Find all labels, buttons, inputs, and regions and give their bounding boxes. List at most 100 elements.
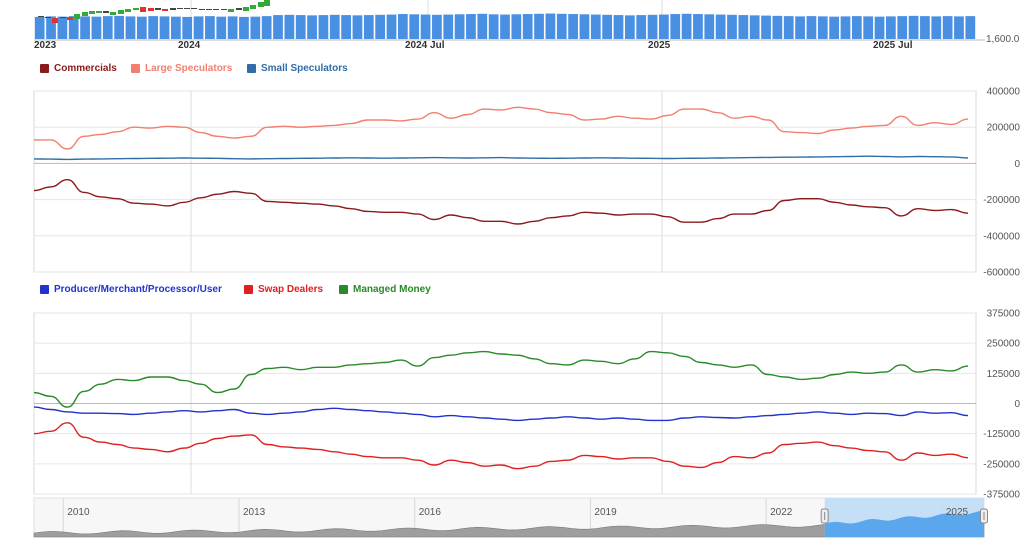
volume-bar — [182, 16, 193, 39]
navigator-label: 2013 — [243, 507, 266, 518]
volume-bar — [307, 15, 317, 39]
volume-bar — [749, 15, 760, 39]
commercials-label: Commercials — [54, 63, 117, 74]
legend-swap-dealers[interactable]: Swap Dealers — [244, 284, 323, 295]
small-speculators-label: Small Speculators — [261, 63, 348, 74]
volume-bar — [193, 16, 204, 39]
volume-bar — [466, 14, 476, 39]
candle — [264, 0, 270, 6]
volume-bar — [738, 15, 749, 39]
volume-bar — [545, 13, 556, 39]
candle — [140, 7, 146, 12]
volume-panel — [34, 0, 985, 41]
candle — [60, 17, 66, 18]
managed-money-swatch — [339, 285, 348, 294]
volume-bar — [420, 14, 431, 39]
volume-bar — [693, 14, 703, 39]
volume-bar — [125, 16, 136, 39]
volume-bar — [205, 16, 215, 39]
volume-bar — [761, 15, 771, 40]
navigator-selected-area — [824, 510, 984, 537]
candle — [162, 9, 168, 11]
legend-large-speculators[interactable]: Large Speculators — [131, 63, 232, 74]
commercials-line — [33, 178, 969, 225]
volume-bar — [704, 14, 715, 40]
volume-bar — [897, 16, 908, 39]
candle — [191, 8, 197, 9]
y-tick-label: 250000 — [987, 339, 1021, 350]
volume-bar — [954, 16, 964, 39]
volume-bar — [942, 16, 953, 39]
candle — [133, 8, 139, 10]
navigator-label: 2016 — [419, 507, 442, 518]
producer-label: Producer/Merchant/Processor/User — [54, 284, 222, 295]
candle — [177, 8, 183, 9]
volume-bar — [363, 15, 374, 39]
navigator-label: 2025 — [946, 507, 969, 518]
volume-bar — [681, 13, 692, 40]
producer-merchant-processor-user-line — [33, 406, 969, 422]
candle — [96, 11, 102, 13]
navigator-label: 2010 — [67, 507, 90, 518]
large-speculators-swatch — [131, 64, 140, 73]
y-tick-label: -375000 — [983, 490, 1020, 501]
candle — [125, 9, 131, 12]
volume-bar — [488, 14, 499, 40]
volume-bar — [227, 16, 238, 39]
legend-producer[interactable]: Producer/Merchant/Processor/User — [40, 284, 222, 295]
commercials-swatch — [40, 64, 49, 73]
volume-bar — [397, 14, 408, 39]
candle — [221, 9, 227, 10]
candle — [155, 8, 161, 10]
producer-swatch — [40, 285, 49, 294]
disaggregated-positions-chart: 375000 250000 125000 0 -125000 -250000 -375000 — [33, 309, 1021, 501]
volume-bar — [318, 15, 329, 39]
y-tick-label: 0 — [1014, 399, 1020, 410]
top-x-label-2025: 2025 — [648, 40, 671, 51]
candle — [82, 12, 88, 16]
volume-bar — [136, 16, 147, 39]
volume-bar — [341, 15, 351, 39]
legend-managed-money[interactable]: Managed Money — [339, 284, 431, 295]
volume-bar — [579, 14, 590, 40]
volume-bar — [602, 14, 613, 39]
volume-bar — [636, 15, 647, 39]
volume-bar — [931, 16, 942, 39]
volume-bar — [772, 15, 783, 39]
volume-bar — [239, 16, 249, 39]
volume-bar — [874, 16, 885, 39]
candle — [184, 8, 190, 9]
legend-small-speculators[interactable]: Small Speculators — [247, 63, 348, 74]
small-speculators-line — [33, 155, 969, 161]
y-tick-label: 400000 — [987, 87, 1021, 98]
candle — [243, 7, 249, 11]
volume-bar — [851, 16, 862, 39]
small-speculators-swatch — [247, 64, 256, 73]
navigator-label: 2019 — [594, 507, 617, 518]
volume-bar — [409, 14, 420, 40]
volume-bar — [795, 16, 805, 39]
volume-bar — [432, 14, 442, 39]
volume-bar — [806, 16, 817, 39]
candle — [258, 2, 264, 7]
volume-bar — [170, 16, 181, 39]
legend-commercials[interactable]: Commercials — [40, 63, 117, 74]
large-speculators-line — [34, 106, 969, 150]
volume-bar — [624, 15, 635, 39]
y-tick-label: -600000 — [983, 268, 1020, 279]
volume-bar — [863, 16, 874, 39]
swap-dealers-label: Swap Dealers — [258, 284, 324, 295]
volume-bar — [568, 14, 578, 39]
top-x-label-2024-jul: 2024 Jul — [405, 40, 445, 51]
volume-bar — [159, 16, 170, 39]
volume-bar — [727, 14, 737, 39]
swap-dealers-line — [33, 422, 969, 470]
candle — [118, 10, 124, 14]
y-tick-label: -400000 — [983, 231, 1020, 242]
top-x-label-2024: 2024 — [178, 40, 201, 51]
volume-bar — [659, 14, 669, 39]
volume-bar — [454, 14, 465, 40]
volume-bar — [80, 16, 90, 39]
volume-bar — [920, 16, 930, 39]
